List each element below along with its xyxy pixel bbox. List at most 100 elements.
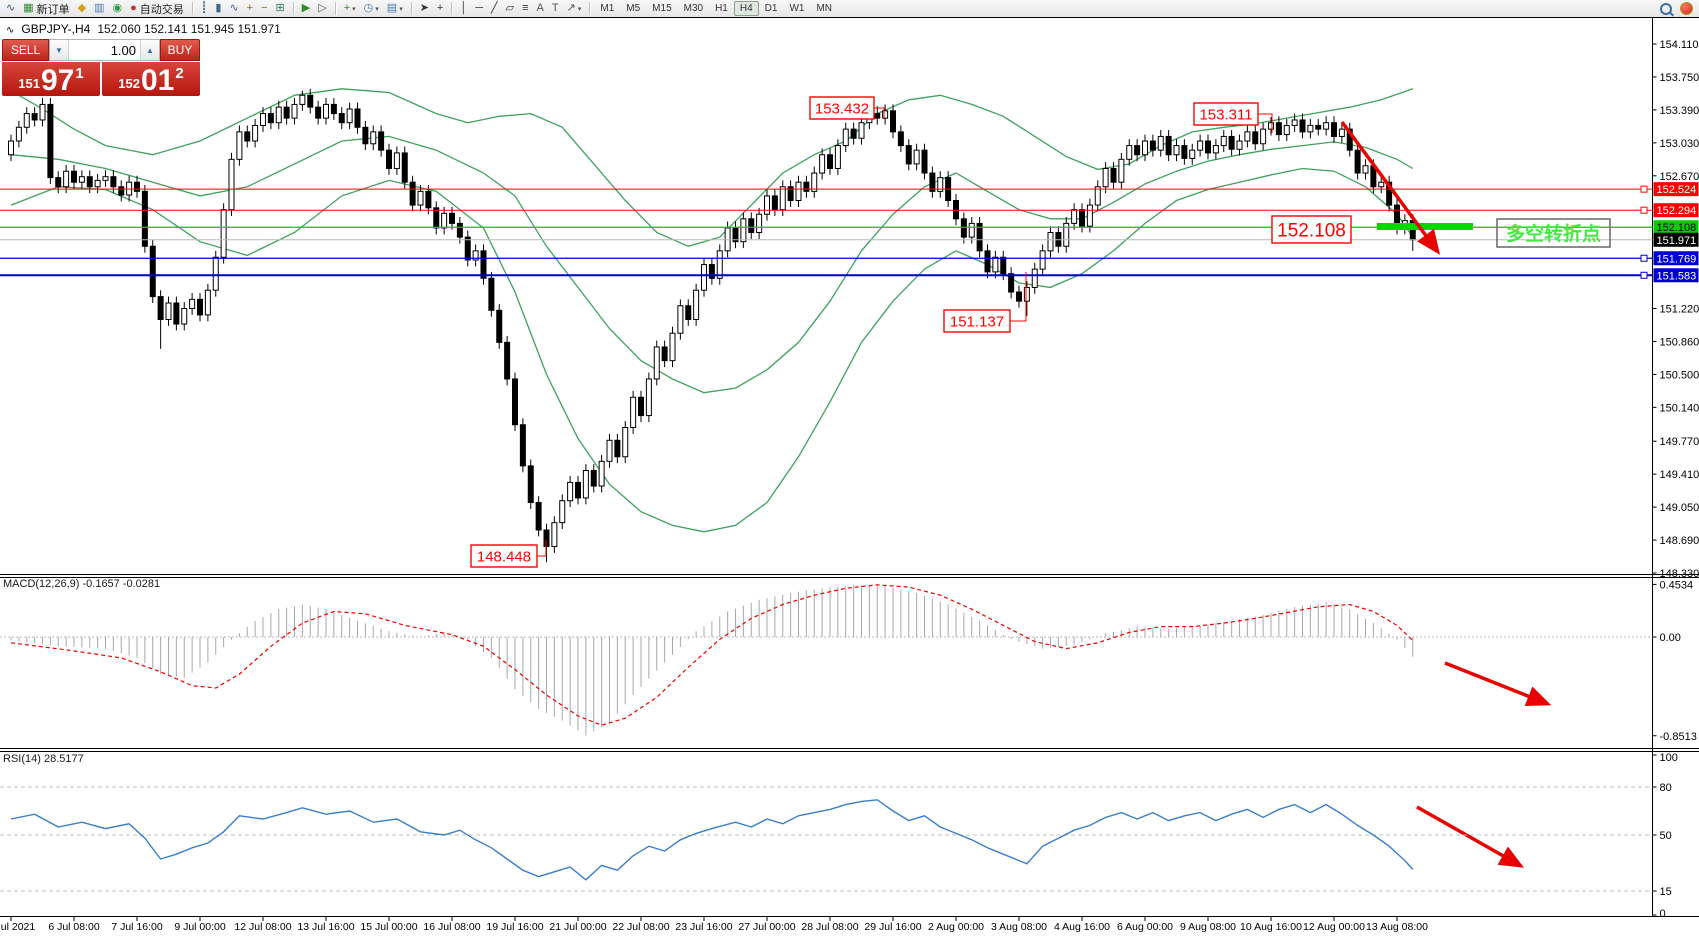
horizontal-line-icon[interactable]: ─ bbox=[472, 0, 486, 17]
timeframe-m5[interactable]: M5 bbox=[626, 3, 641, 14]
templates-icon[interactable]: ▤ ▾ bbox=[384, 0, 406, 17]
chevron-down-icon: ▾ bbox=[399, 5, 403, 13]
timeframe-m15[interactable]: M15 bbox=[652, 3, 672, 14]
price-label-box[interactable] bbox=[1271, 215, 1352, 244]
chart-shift-icon-glyph: ▷ bbox=[318, 2, 327, 14]
price-label-text: 151.137 bbox=[950, 313, 1004, 330]
sell-price[interactable]: 151 97 1 bbox=[2, 62, 100, 96]
auto-scroll-icon-glyph: ▶ bbox=[301, 2, 311, 14]
svg-text:152.524: 152.524 bbox=[1657, 184, 1697, 196]
time-tick-label: 13 Jul 16:00 bbox=[297, 921, 354, 933]
timeframe-h1[interactable]: H1 bbox=[715, 3, 728, 14]
time-tick-label: 4 Aug 16:00 bbox=[1054, 921, 1110, 933]
signals-icon[interactable]: ◉ bbox=[110, 0, 126, 17]
hline-handle[interactable] bbox=[1640, 271, 1648, 279]
svg-text:152.294: 152.294 bbox=[1657, 205, 1697, 217]
timeframe-d1[interactable]: D1 bbox=[764, 3, 778, 14]
time-tick-label: 9 Jul 00:00 bbox=[174, 921, 226, 933]
price-line-axis-label bbox=[1653, 268, 1699, 283]
volume-increase-button[interactable]: ▲ bbox=[140, 40, 159, 60]
search-icon[interactable] bbox=[1660, 2, 1672, 15]
line-chart-icon[interactable]: ∿ bbox=[226, 0, 241, 17]
trend-arrow[interactable] bbox=[1340, 120, 1441, 255]
indicators-icon[interactable]: + ▾ bbox=[341, 0, 359, 17]
time-tick-label: 13 Aug 08:00 bbox=[1366, 921, 1428, 933]
pivot-green-segment[interactable] bbox=[1377, 223, 1473, 230]
volume-decrease-button[interactable]: ▼ bbox=[50, 40, 69, 60]
styles-icon[interactable]: ◆ bbox=[75, 0, 89, 17]
equidistant-channel-icon[interactable]: ▱ bbox=[503, 0, 517, 17]
volume-input[interactable]: 1.00 bbox=[110, 42, 136, 58]
timeframe-w1[interactable]: W1 bbox=[789, 3, 805, 14]
buy-button[interactable]: BUY bbox=[160, 39, 200, 61]
price-label-box[interactable] bbox=[1193, 102, 1259, 126]
price-tick-label: 149.050 bbox=[1660, 502, 1699, 514]
vertical-line-icon[interactable]: │ bbox=[457, 0, 470, 17]
timeframe-m1[interactable]: M1 bbox=[600, 3, 615, 14]
text-label-icon[interactable]: T bbox=[549, 0, 562, 17]
new-order-button[interactable]: ▦ 新订单 bbox=[20, 0, 72, 17]
annotations[interactable]: 153.432 153.311 151.137 148.448 152.108 多空转折点 bbox=[470, 96, 1611, 868]
chart-type-mini-icon: ∿ bbox=[6, 25, 15, 36]
market-watch-icon[interactable]: ▥ bbox=[91, 0, 107, 17]
macd-indicator-label: MACD(12,26,9) -0.1657 -0.0281 bbox=[3, 578, 161, 590]
chart-window-icon[interactable]: ∿ bbox=[3, 0, 18, 17]
autotrading-button-label: 自动交易 bbox=[139, 3, 184, 16]
trend-arrow[interactable] bbox=[1444, 661, 1552, 706]
time-scale[interactable]: 5 Jul 2021 6 Jul 08:00 7 Jul 16:00 9 Jul 00… bbox=[0, 917, 1428, 933]
fibonacci-icon[interactable]: ≡ bbox=[519, 0, 531, 17]
text-icon[interactable]: A bbox=[534, 0, 547, 17]
price-tick-label: 153.030 bbox=[1660, 138, 1699, 150]
price-label-box[interactable] bbox=[943, 309, 1011, 333]
timeframe-h4[interactable]: H4 bbox=[733, 1, 759, 16]
periods-icon[interactable]: ◷ ▾ bbox=[361, 0, 382, 17]
market-watch-icon-glyph: ▥ bbox=[94, 2, 105, 14]
price-scale[interactable]: 154.110 153.750 153.390 153.030 152.670 151.2… bbox=[1652, 39, 1699, 580]
time-tick-label: 19 Jul 16:00 bbox=[486, 921, 543, 933]
chart-title: ∿ GBPJPY-,H4 152.060 152.141 151.945 151… bbox=[6, 22, 281, 36]
price-label-box[interactable] bbox=[470, 544, 538, 568]
time-tick-label: 12 Jul 08:00 bbox=[234, 921, 291, 933]
chart-shift-icon[interactable]: ▷ bbox=[315, 0, 329, 17]
price-tick-label: 148.690 bbox=[1660, 535, 1699, 547]
zoom-in-icon[interactable]: + bbox=[244, 0, 256, 17]
cursor-icon-glyph: ➤ bbox=[419, 2, 429, 14]
tile-windows-icon[interactable]: ⊞ bbox=[273, 0, 288, 17]
vertical-line-icon-glyph: │ bbox=[460, 2, 468, 14]
zoom-in-icon-glyph: + bbox=[246, 2, 254, 14]
timeframe-m30[interactable]: M30 bbox=[683, 3, 704, 14]
styles-icon-glyph: ◆ bbox=[77, 2, 87, 14]
new-order-button-label: 新订单 bbox=[36, 3, 70, 16]
cursor-icon[interactable]: ➤ bbox=[417, 0, 432, 17]
hline-handle[interactable] bbox=[1640, 206, 1648, 214]
chevron-down-icon: ▾ bbox=[375, 5, 379, 13]
price-label-box[interactable] bbox=[809, 96, 875, 120]
hline-handle[interactable] bbox=[1640, 185, 1648, 193]
notification-icon[interactable] bbox=[1681, 3, 1692, 14]
equidistant-channel-icon-glyph: ▱ bbox=[505, 2, 515, 14]
sell-button[interactable]: SELL bbox=[2, 39, 49, 61]
svg-text:151.971: 151.971 bbox=[1657, 235, 1697, 247]
buy-price[interactable]: 152 01 2 bbox=[102, 62, 200, 96]
volume-stepper: ▼ 1.00 ▲ bbox=[49, 39, 160, 61]
timeframe-mn[interactable]: MN bbox=[816, 3, 833, 14]
trend-arrow[interactable] bbox=[1416, 805, 1525, 868]
zoom-out-icon[interactable]: − bbox=[258, 0, 270, 17]
one-click-trading-panel: SELL ▼ 1.00 ▲ BUY 151 97 1 152 01 2 bbox=[2, 39, 200, 96]
auto-scroll-icon[interactable]: ▶ bbox=[299, 0, 313, 17]
pivot-text-box[interactable] bbox=[1496, 218, 1611, 248]
bollinger-bands bbox=[10, 88, 1414, 533]
crosshair-icon[interactable]: + bbox=[434, 0, 446, 17]
price-label-text: 153.432 bbox=[815, 100, 869, 117]
horizontal-line-icon-glyph: ─ bbox=[475, 2, 484, 14]
candlestick-chart-icon[interactable]: ▮ bbox=[212, 0, 224, 17]
toolbar-separator bbox=[410, 2, 412, 15]
hline-handle[interactable] bbox=[1640, 254, 1648, 262]
trendline-icon[interactable]: ╱ bbox=[488, 0, 501, 17]
price-tick-label: 150.140 bbox=[1660, 402, 1699, 414]
arrows-icon[interactable]: ↗ ▾ bbox=[564, 0, 585, 17]
autotrading-button[interactable]: ● 自动交易 bbox=[127, 0, 187, 17]
bar-chart-icon[interactable]: ┋ bbox=[198, 0, 211, 17]
rsi-tick-label: 15 bbox=[1660, 886, 1672, 898]
